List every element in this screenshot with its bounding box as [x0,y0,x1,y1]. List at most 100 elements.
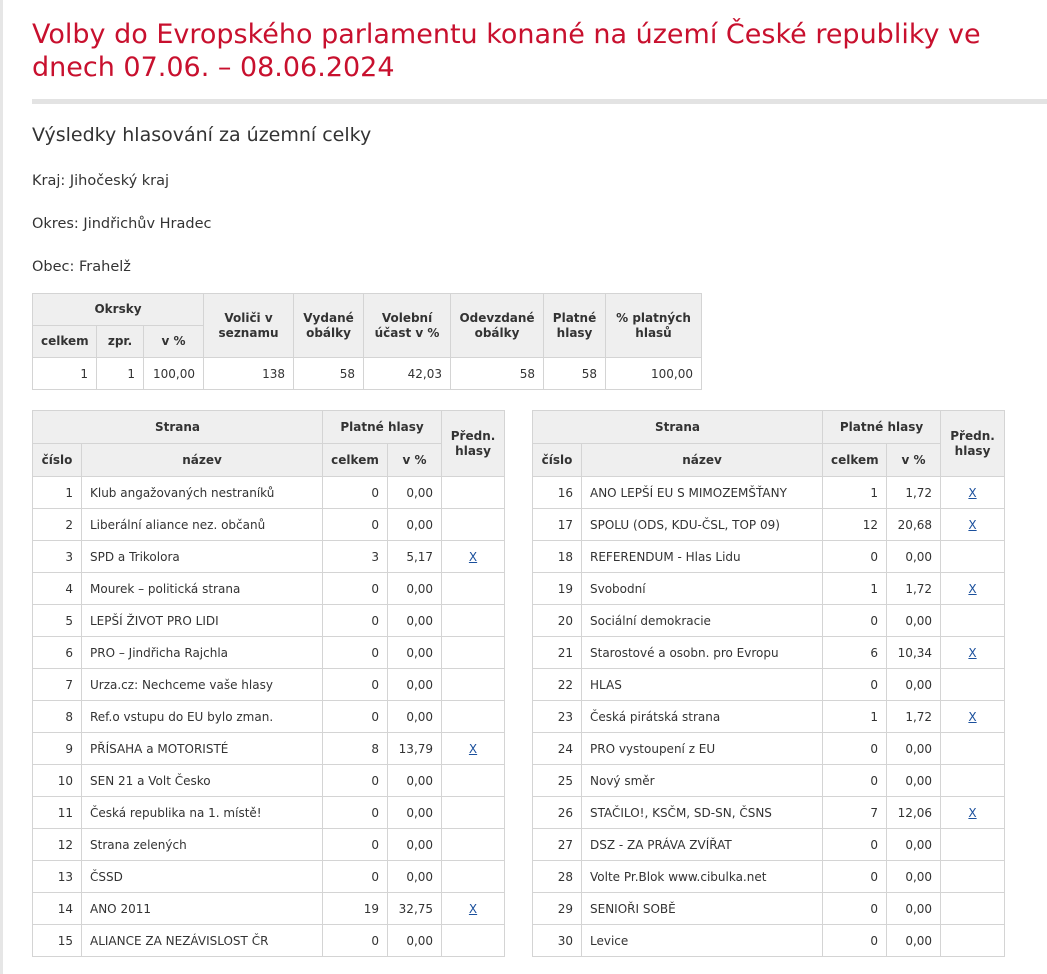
votes-total: 1 [822,476,888,509]
votes-percent: 0,00 [886,860,942,893]
party-row: 15 ALIANCE ZA NEZÁVISLOST ČR 0 0,00 [32,924,506,957]
votes-total: 0 [322,700,389,733]
votes-total: 0 [322,508,389,541]
preferential-votes-cell [441,636,506,669]
votes-percent: 0,00 [387,700,443,733]
votes-total: 1 [822,572,888,605]
votes-percent: 0,00 [886,924,942,957]
votes-percent: 32,75 [387,892,443,925]
votes-percent: 0,00 [886,668,942,701]
votes-total: 3 [322,540,389,573]
preferential-votes-link[interactable]: X [968,645,977,660]
party-number: 4 [32,572,82,605]
party-name: Strana zelených [80,828,324,861]
preferential-votes-cell: X [940,476,1006,509]
votes-total: 7 [822,796,888,829]
preferential-votes-cell: X [940,796,1006,829]
party-name: ANO LEPŠÍ EU S MIMOZEMŠŤANY [580,476,824,509]
party-number: 19 [532,572,582,605]
header-platne: Platné hlasy [543,293,607,358]
preferential-votes-link[interactable]: X [468,549,478,564]
preferential-votes-link[interactable]: X [968,517,977,532]
votes-total: 0 [822,860,888,893]
votes-percent: 0,00 [387,828,443,861]
party-number: 26 [532,796,582,829]
preferential-votes-cell: X [940,700,1006,733]
party-number: 21 [532,636,582,669]
preferential-votes-link[interactable]: X [468,901,478,916]
party-row: 20 Sociální demokracie 0 0,00 [532,604,1006,637]
preferential-votes-cell [441,572,506,605]
header-pct-platnych: % platných hlasů [605,293,703,358]
header-vydane: Vydané obálky [293,293,365,358]
preferential-votes-cell [940,828,1006,861]
votes-total: 0 [822,732,888,765]
header-platne: Platné hlasy [822,410,942,444]
party-number: 1 [32,476,82,509]
preferential-votes-cell [940,668,1006,701]
votes-total: 0 [322,796,389,829]
cell: 100,00 [142,357,205,390]
party-name: HLAS [580,668,824,701]
votes-percent: 0,00 [886,828,942,861]
votes-total: 0 [322,828,389,861]
preferential-votes-cell [940,924,1006,957]
votes-percent: 12,06 [886,796,942,829]
party-row: 13 ČSSD 0 0,00 [32,860,506,893]
party-name: REFERENDUM - Hlas Lidu [580,540,824,573]
preferential-votes-link[interactable]: X [968,805,977,820]
party-name: Mourek – politická strana [80,572,324,605]
cell: 58 [293,357,365,390]
header-v-pct: v % [387,443,443,477]
party-number: 13 [32,860,82,893]
party-name: Sociální demokracie [580,604,824,637]
votes-total: 0 [322,764,389,797]
preferential-votes-link[interactable]: X [468,741,478,756]
party-row: 6 PRO – Jindřicha Rajchla 0 0,00 [32,636,506,669]
party-row: 1 Klub angažovaných nestraníků 0 0,00 [32,476,506,509]
header-nazev: název [80,443,324,477]
votes-total: 0 [822,924,888,957]
preferential-votes-link[interactable]: X [968,485,977,500]
preferential-votes-link[interactable]: X [968,581,977,596]
party-name: Starostové a osobn. pro Evropu [580,636,824,669]
votes-total: 0 [322,668,389,701]
header-platne: Platné hlasy [322,410,443,444]
preferential-votes-cell: X [940,636,1006,669]
votes-total: 0 [822,828,888,861]
party-number: 12 [32,828,82,861]
votes-percent: 1,72 [886,572,942,605]
party-table-right: Strana Platné hlasy Předn. hlasy číslo n… [531,410,1006,957]
votes-percent: 0,00 [387,924,443,957]
preferential-votes-cell: X [441,892,506,925]
party-number: 27 [532,828,582,861]
party-row: 24 PRO vystoupení z EU 0 0,00 [532,732,1006,765]
party-number: 2 [32,508,82,541]
header-odevzdane: Odevzdané obálky [450,293,545,358]
preferential-votes-link[interactable]: X [968,709,977,724]
votes-total: 1 [822,700,888,733]
region-label: Kraj: Jihočeský kraj [32,173,170,189]
header-cislo: číslo [32,443,82,477]
party-row: 29 SENIOŘI SOBĚ 0 0,00 [532,892,1006,925]
preferential-votes-cell [940,860,1006,893]
party-row: 12 Strana zelených 0 0,00 [32,828,506,861]
header-celkem: celkem [822,443,888,477]
preferential-votes-cell [441,604,506,637]
party-row: 21 Starostové a osobn. pro Evropu 6 10,34 X [532,636,1006,669]
party-number: 28 [532,860,582,893]
party-row: 14 ANO 2011 19 32,75 X [32,892,506,925]
header-strana: Strana [31,410,324,444]
party-number: 17 [532,508,582,541]
votes-total: 0 [822,764,888,797]
votes-percent: 0,00 [886,604,942,637]
header-v-pct: v % [886,443,942,477]
party-name: Liberální aliance nez. občanů [80,508,324,541]
votes-percent: 0,00 [886,732,942,765]
party-name: Česká republika na 1. místě! [80,796,324,829]
party-row: 17 SPOLU (ODS, KDU-ČSL, TOP 09) 12 20,68 X [532,508,1006,541]
party-number: 7 [32,668,82,701]
party-number: 29 [532,892,582,925]
party-number: 22 [532,668,582,701]
header-predn: Předn. hlasy [940,410,1006,477]
